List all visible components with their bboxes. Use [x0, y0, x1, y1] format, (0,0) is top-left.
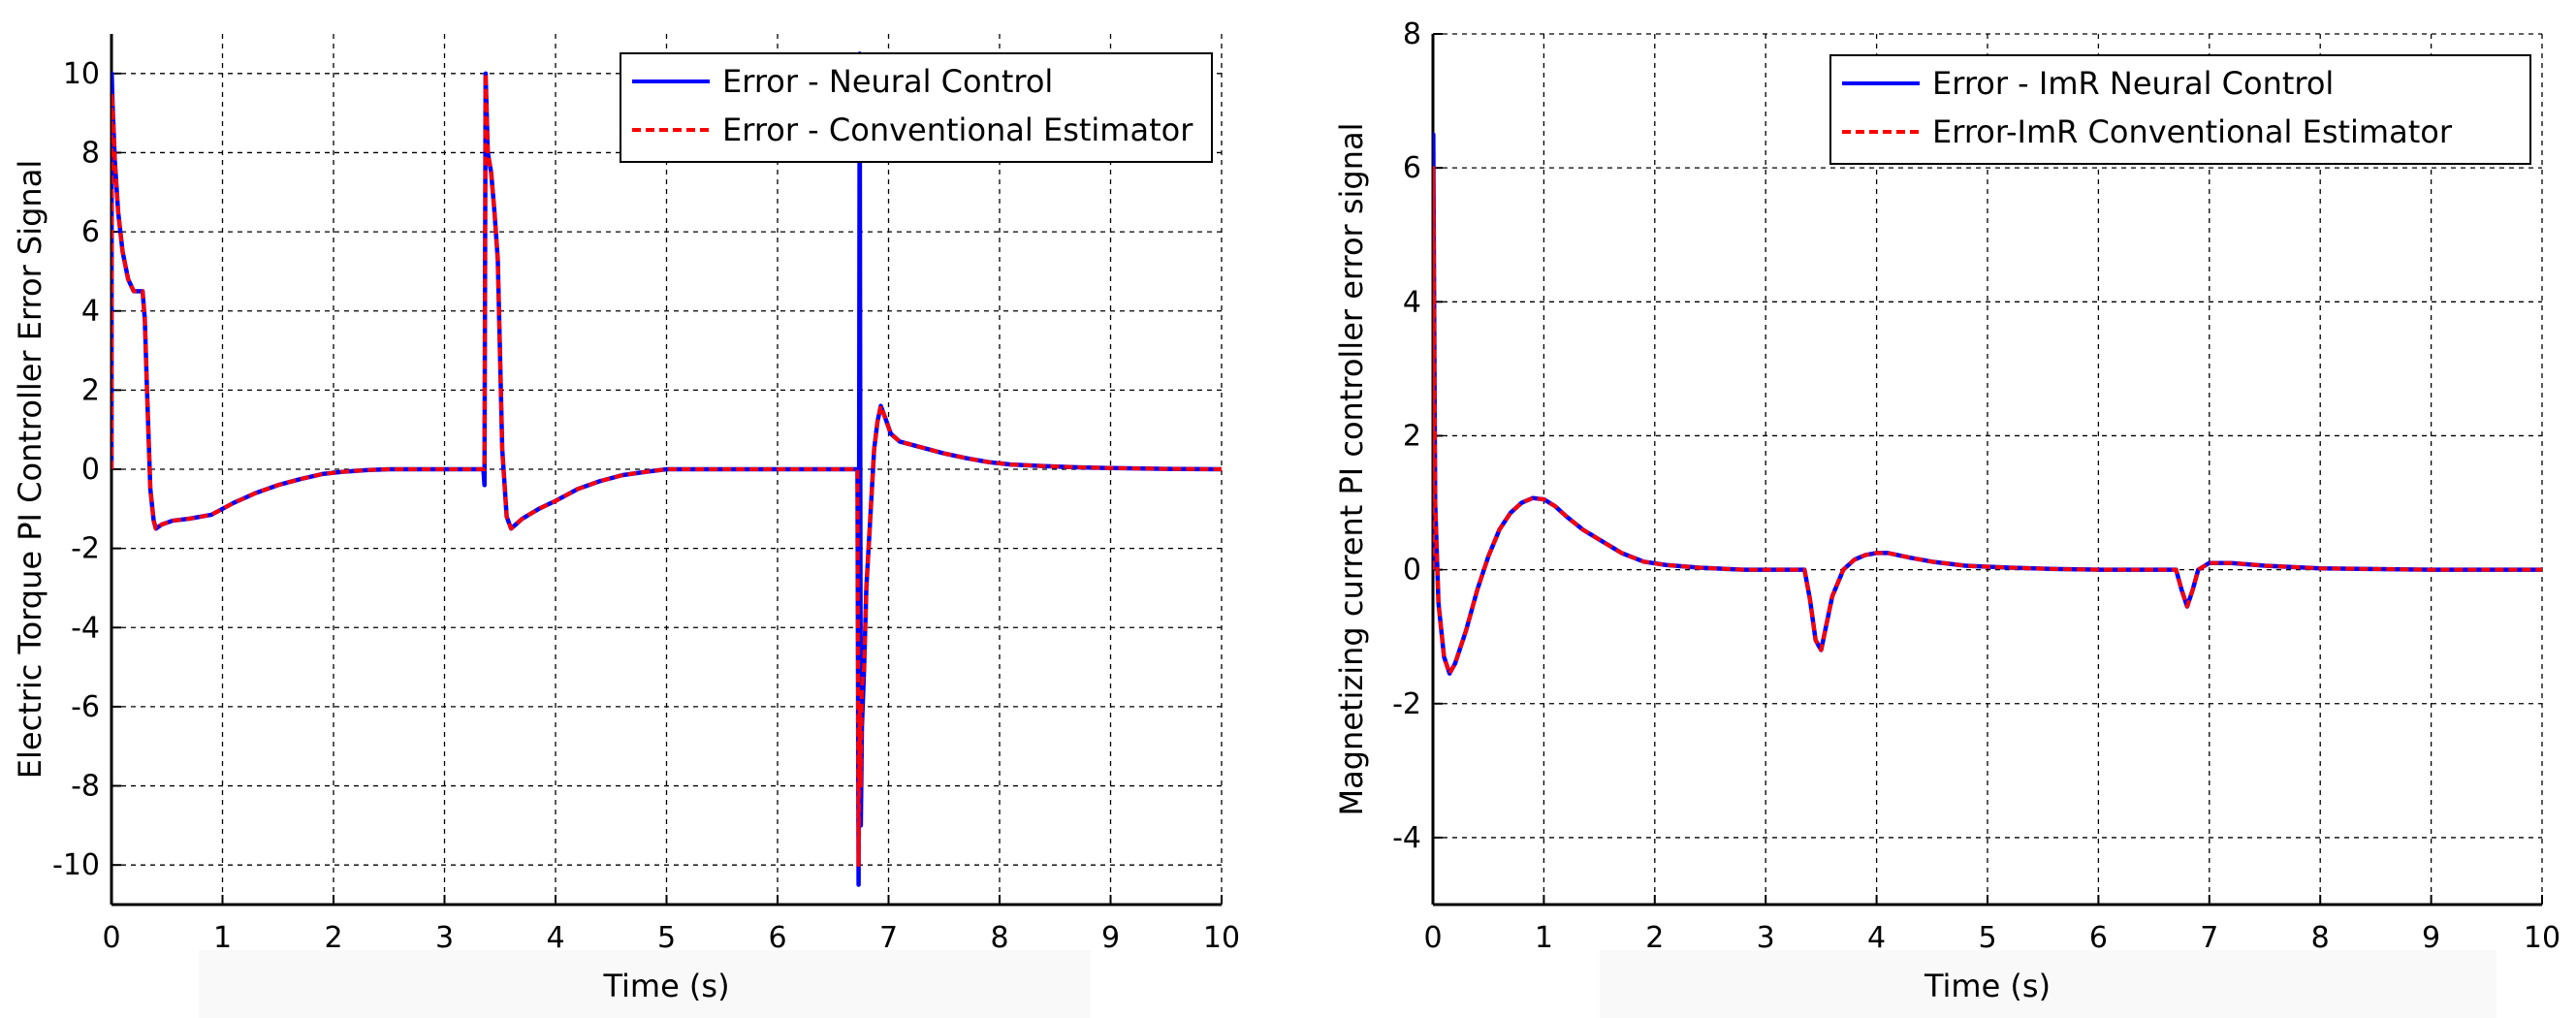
y-tick-label: 2: [81, 373, 100, 407]
y-axis-label: Magnetizing current PI controller error …: [1333, 122, 1370, 815]
legend-entry-1: Error - Neural Control: [722, 63, 1053, 100]
y-tick-label: -2: [1392, 687, 1421, 721]
y-axis-label: Electric Torque PI Controller Error Sign…: [12, 160, 48, 779]
y-tick-label: -8: [71, 770, 100, 804]
series-line-2: [111, 71, 1222, 868]
legend-entry-2: Error - Conventional Estimator: [722, 111, 1193, 148]
x-tick-label: 6: [768, 921, 786, 955]
x-tick-label: 9: [2422, 921, 2440, 955]
y-tick-label: 10: [63, 57, 100, 91]
legend: Error - Neural Control Error - Convention…: [620, 52, 1213, 163]
x-tick-label: 3: [435, 921, 454, 955]
y-tick-label: 4: [81, 295, 100, 329]
y-tick-label: 6: [1403, 151, 1421, 185]
x-tick-label: 5: [657, 921, 676, 955]
left-footer-band: [199, 950, 1091, 1018]
x-tick-label: 4: [1867, 921, 1886, 955]
legend-box: [620, 52, 1213, 163]
x-axis-label: Time (s): [602, 968, 729, 1004]
legend-box: [1829, 54, 2531, 165]
x-tick-label: 8: [2311, 921, 2330, 955]
x-tick-label: 7: [2200, 921, 2218, 955]
x-tick-label: 2: [324, 921, 342, 955]
y-tick-label: -10: [52, 848, 100, 882]
x-tick-label: 0: [102, 921, 120, 955]
right-footer-band: [1600, 950, 2496, 1018]
y-tick-label: 0: [81, 453, 100, 487]
y-tick-label: 0: [1403, 554, 1421, 588]
y-tick-label: 6: [81, 215, 100, 249]
plot-area: [1433, 34, 2542, 905]
series-line-2: [1433, 166, 2542, 676]
y-tick-label: -2: [71, 532, 100, 566]
x-tick-label: 10: [1203, 921, 1240, 955]
x-tick-label: 4: [546, 921, 564, 955]
x-tick-label: 2: [1645, 921, 1664, 955]
y-tick-label: 8: [1403, 17, 1421, 51]
chart-1: 0 1 2 3 4 5 6 7 8 9 10 -10 -8 -6 -4 -2 0 2 4 6 8 10 Time (s) El…: [12, 34, 1240, 1004]
x-tick-label: 0: [1423, 921, 1442, 955]
y-tick-label: 2: [1403, 419, 1421, 453]
x-tick-label: 10: [2524, 921, 2560, 955]
legend-entry-1: Error - ImR Neural Control: [1932, 65, 2334, 102]
x-tick-label: 9: [1101, 921, 1120, 955]
y-tick-label: -6: [71, 690, 100, 724]
y-tick-label: -4: [1392, 821, 1421, 855]
legend: Error - ImR Neural Control Error-ImR Conv…: [1829, 54, 2531, 165]
y-tick-label: 4: [1403, 285, 1421, 319]
x-tick-label: 7: [879, 921, 898, 955]
x-tick-label: 6: [2089, 921, 2108, 955]
x-tick-label: 1: [213, 921, 232, 955]
legend-entry-2: Error-ImR Conventional Estimator: [1932, 113, 2453, 150]
y-tick-label: 8: [81, 136, 100, 170]
x-tick-label: 1: [1535, 921, 1553, 955]
x-tick-label: 8: [990, 921, 1008, 955]
x-tick-label: 5: [1978, 921, 1996, 955]
x-tick-label: 3: [1757, 921, 1775, 955]
y-tick-label: -4: [71, 611, 100, 645]
x-axis-label: Time (s): [1924, 968, 2051, 1004]
chart-2: 0 1 2 3 4 5 6 7 8 9 10 -4 -2 0 2 4 6 8 Time (s) Magnetizing…: [1333, 17, 2560, 1004]
